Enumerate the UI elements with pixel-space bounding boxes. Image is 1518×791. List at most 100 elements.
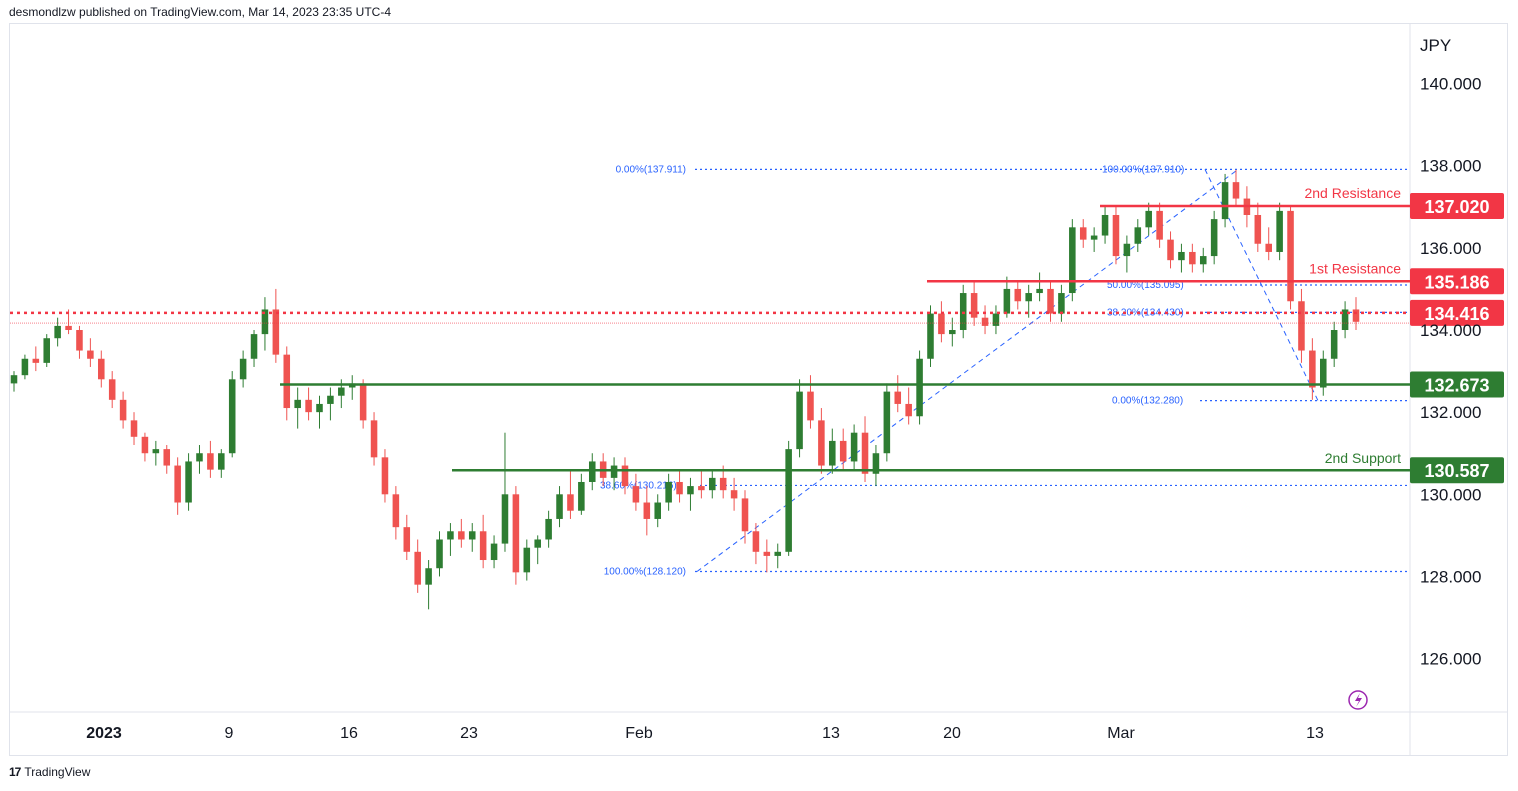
y-tick-label: 130.000: [1420, 485, 1481, 504]
y-tick-label: 134.000: [1420, 321, 1481, 340]
candle-body: [578, 481, 585, 511]
candle-body: [10, 375, 18, 384]
candle-body: [916, 358, 923, 417]
candle-body: [1330, 330, 1338, 359]
candle-body: [261, 309, 269, 335]
candle-body: [883, 391, 891, 454]
candle-body: [774, 551, 782, 556]
candle-body: [1265, 243, 1272, 252]
x-tick-label: 13: [1306, 725, 1324, 742]
candle-body: [588, 461, 596, 482]
candle-body: [479, 531, 487, 561]
candle-body: [327, 395, 334, 404]
levels-layer: 2nd Resistance 137.020 1st Resistance 135.1…: [10, 185, 1504, 484]
candle-body: [1352, 309, 1360, 322]
candle-body: [807, 391, 814, 421]
candle-body: [65, 325, 72, 331]
candle-body: [1036, 288, 1043, 294]
candle-body: [32, 358, 40, 363]
candle-body: [196, 453, 203, 462]
candle-body: [785, 449, 792, 552]
candle-body: [392, 494, 400, 528]
price-badge-label: 132.673: [1424, 376, 1489, 396]
candle-body: [21, 358, 29, 376]
candle-body: [359, 383, 367, 421]
candle-body: [1090, 235, 1098, 240]
lightning-icon: [1348, 690, 1368, 710]
price-badge-label: 135.186: [1424, 272, 1489, 292]
candle-body: [381, 457, 389, 495]
candle-body: [436, 539, 443, 569]
candle-body: [654, 502, 661, 519]
candle-body: [316, 403, 323, 413]
candle-body: [98, 358, 105, 380]
candle-body: [719, 477, 727, 491]
tradingview-logo-icon: 17: [9, 765, 21, 779]
candle-body: [1058, 293, 1065, 314]
candle-body: [698, 486, 705, 491]
candle-body: [414, 551, 421, 585]
candle-body: [250, 334, 258, 359]
candle-body: [763, 551, 771, 556]
chart-frame[interactable]: [9, 23, 1508, 756]
candle-body: [610, 465, 618, 478]
candle-body: [370, 420, 378, 458]
candle-body: [501, 494, 509, 544]
candle-body: [1178, 251, 1185, 261]
candle-body: [1112, 214, 1120, 257]
price-badge: [1410, 371, 1504, 398]
currency-label: JPY: [1420, 36, 1451, 55]
candle-body: [556, 494, 563, 519]
candle-body: [152, 449, 160, 454]
candle-body: [1101, 214, 1109, 236]
candle-body: [108, 379, 116, 400]
candle-body: [1276, 210, 1283, 252]
candle-body: [294, 399, 301, 409]
candle-body: [1189, 251, 1196, 265]
price-badge: [1410, 457, 1504, 484]
price-badge-label: 134.416: [1424, 304, 1489, 324]
candles-layer: [10, 169, 1360, 610]
candle-body: [545, 518, 552, 540]
y-tick-label: 140.000: [1420, 75, 1481, 94]
candle-body: [1156, 210, 1163, 240]
candle-body: [1014, 288, 1022, 302]
price-badge: [1410, 299, 1504, 326]
candle-body: [1167, 239, 1174, 261]
candle-body: [850, 432, 858, 462]
candle-body: [1221, 182, 1229, 220]
fib-label: 100.00%(137.910): [1102, 164, 1184, 175]
candle-body: [163, 449, 171, 466]
y-tick-label: 126.000: [1420, 650, 1481, 669]
y-tick-label: 138.000: [1420, 157, 1481, 176]
candle-body: [981, 317, 989, 326]
candle-body: [796, 391, 803, 450]
candle-body: [1069, 227, 1076, 294]
candle-body: [1341, 309, 1349, 331]
candle-body: [1134, 227, 1142, 244]
x-tick-label: 23: [460, 725, 478, 742]
candle-body: [839, 440, 847, 462]
candle-body: [1287, 210, 1294, 302]
price-badge: [1410, 268, 1504, 295]
candle-body: [458, 531, 465, 540]
candle-body: [1199, 256, 1207, 265]
candle-body: [1254, 214, 1262, 244]
candle-body: [87, 350, 94, 359]
candle-body: [305, 399, 312, 413]
candle-body: [1003, 288, 1011, 314]
candle-body: [567, 494, 574, 511]
x-tick-label: 13: [822, 725, 840, 742]
candle-body: [141, 436, 149, 454]
candle-body: [54, 325, 61, 339]
candle-body: [403, 527, 411, 552]
candle-body: [829, 440, 836, 466]
candle-body: [272, 309, 280, 355]
candle-body: [490, 543, 498, 561]
candle-body: [283, 354, 291, 409]
candle-body: [425, 568, 432, 585]
fib-label: 50.00%(135.095): [1107, 280, 1184, 291]
candle-body: [1210, 219, 1218, 257]
candle-body: [949, 330, 956, 335]
